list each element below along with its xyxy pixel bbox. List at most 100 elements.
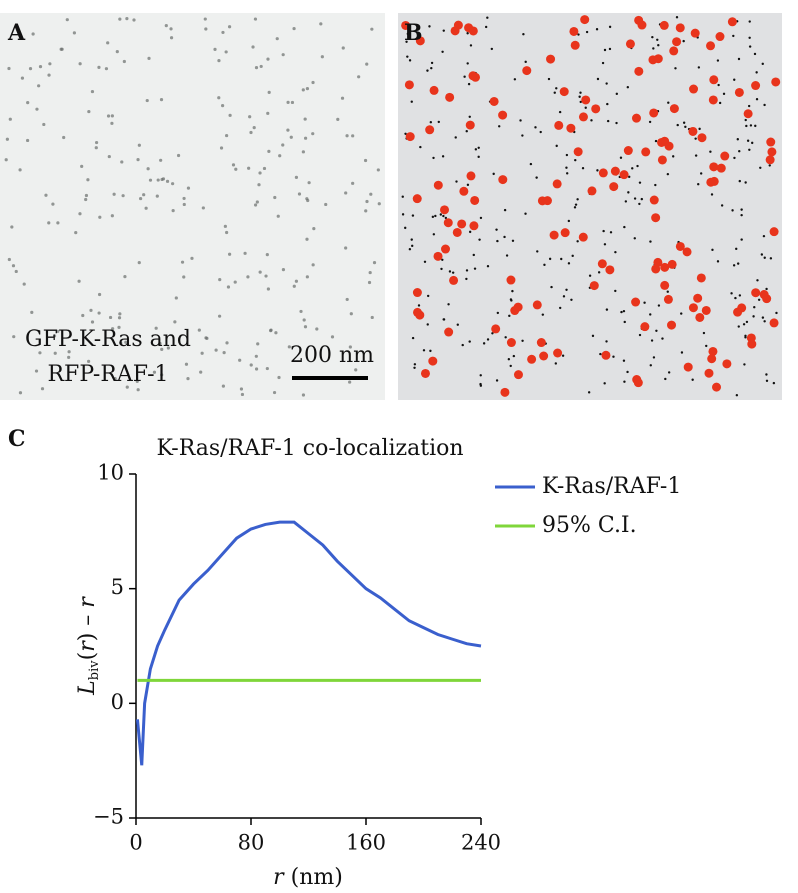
particle: [535, 176, 538, 179]
particle: [87, 359, 91, 363]
particle: [579, 100, 582, 104]
particle: [217, 96, 221, 100]
particle: [591, 104, 601, 114]
particle: [486, 265, 490, 268]
particle: [709, 162, 719, 172]
particle: [404, 226, 407, 230]
particle: [649, 108, 659, 118]
particle: [610, 166, 620, 176]
particle: [684, 125, 687, 129]
particle: [734, 87, 744, 97]
particle: [147, 56, 151, 60]
particle: [769, 318, 779, 328]
particle: [769, 227, 779, 237]
particle: [348, 345, 352, 349]
particle: [486, 16, 489, 19]
particle: [10, 225, 14, 229]
particle: [142, 193, 146, 197]
particle: [498, 125, 501, 128]
particle: [744, 181, 747, 184]
particle: [620, 310, 623, 314]
particle: [122, 59, 126, 64]
particle: [751, 288, 761, 298]
particle: [249, 363, 253, 367]
particle: [587, 186, 597, 196]
particle: [47, 221, 51, 225]
particle: [281, 53, 285, 57]
particle: [146, 167, 150, 171]
particle: [365, 62, 369, 66]
particle: [410, 238, 413, 241]
particle: [638, 333, 642, 337]
particle: [591, 334, 595, 338]
particle: [404, 80, 414, 90]
particle: [466, 62, 469, 65]
y-axis-label: Lbiv(r) – r: [75, 596, 102, 696]
particle: [636, 164, 639, 168]
particle: [675, 23, 685, 33]
particle: [226, 285, 231, 289]
particle: [228, 252, 232, 256]
particle: [735, 247, 738, 251]
particle: [573, 206, 577, 209]
particle: [605, 340, 608, 343]
particle: [20, 76, 25, 80]
particle: [722, 359, 732, 369]
particle: [573, 147, 583, 157]
particle: [565, 288, 568, 291]
particle: [479, 216, 483, 220]
particle: [276, 214, 280, 218]
particle: [761, 62, 764, 66]
particle: [30, 310, 34, 314]
particle: [257, 183, 261, 187]
particle: [746, 139, 750, 142]
particle: [598, 168, 608, 178]
particle: [411, 336, 415, 340]
particle: [159, 158, 163, 162]
particle: [667, 371, 671, 374]
particle: [363, 158, 368, 163]
particle: [603, 382, 606, 385]
particle: [376, 168, 380, 172]
particle: [579, 91, 582, 94]
particle: [86, 178, 90, 182]
particle: [303, 117, 307, 121]
particle: [578, 112, 588, 122]
particle: [688, 126, 698, 136]
particle: [135, 379, 139, 383]
particle: [649, 240, 652, 243]
particle: [365, 199, 369, 204]
particle: [186, 186, 191, 190]
particle: [762, 234, 766, 238]
particle: [682, 121, 686, 124]
particle: [56, 329, 60, 333]
particle: [666, 172, 670, 176]
particle: [479, 374, 482, 377]
particle: [249, 130, 253, 135]
particle: [405, 132, 415, 142]
particle: [256, 342, 260, 346]
particle: [534, 126, 537, 129]
particle: [437, 120, 440, 124]
particle: [672, 155, 675, 158]
particle: [562, 295, 566, 298]
particle: [576, 198, 579, 201]
particle: [422, 349, 426, 352]
particle: [221, 384, 225, 388]
particle: [97, 311, 101, 315]
particle: [468, 340, 471, 343]
particle: [38, 351, 42, 355]
point-map: [398, 13, 782, 400]
particle: [182, 275, 186, 279]
particle: [301, 88, 305, 92]
particle: [345, 134, 349, 138]
particle: [536, 250, 539, 253]
particle: [425, 125, 435, 135]
particle: [420, 368, 430, 378]
particle: [152, 370, 157, 374]
particle: [449, 275, 459, 285]
particle: [757, 298, 761, 302]
particle: [614, 289, 617, 293]
particle: [619, 156, 623, 159]
